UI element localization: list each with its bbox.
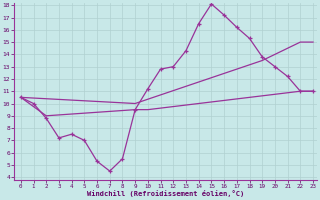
X-axis label: Windchill (Refroidissement éolien,°C): Windchill (Refroidissement éolien,°C) [87,190,244,197]
